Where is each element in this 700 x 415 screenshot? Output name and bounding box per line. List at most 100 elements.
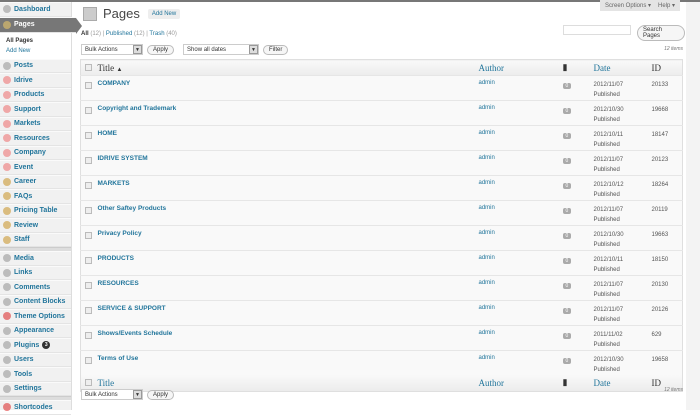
page-title-link[interactable]: HOME (97, 130, 118, 137)
sidebar-item-event[interactable]: Event (0, 160, 71, 175)
comment-count[interactable]: 0 (562, 133, 572, 139)
author-link[interactable]: admin (478, 130, 495, 136)
author-link[interactable]: admin (478, 205, 495, 211)
comment-count[interactable]: 0 (562, 233, 572, 239)
comment-count[interactable]: 0 (562, 158, 572, 164)
row-checkbox[interactable] (85, 157, 92, 164)
page-title-link[interactable]: Other Saftey Products (97, 205, 167, 212)
select-all-checkbox[interactable] (85, 379, 92, 387)
row-checkbox[interactable] (85, 107, 92, 114)
sidebar-item-pricing-table[interactable]: Pricing Table (0, 203, 71, 218)
row-checkbox[interactable] (85, 307, 92, 314)
comment-count[interactable]: 0 (562, 83, 572, 89)
comment-count[interactable]: 0 (562, 258, 572, 264)
column-author[interactable]: Author (478, 59, 563, 76)
page-title-link[interactable]: PRODUCTS (97, 255, 134, 262)
column-title[interactable]: Title (94, 375, 479, 391)
row-checkbox[interactable] (85, 332, 92, 339)
page-title-link[interactable]: Privacy Policy (97, 230, 142, 237)
sidebar-item-company[interactable]: Company (0, 145, 71, 160)
comment-count[interactable]: 0 (562, 108, 572, 114)
bulk-actions-select[interactable]: Bulk Actions ▼ (81, 44, 143, 55)
sidebar-item-resources[interactable]: Resources (0, 131, 71, 146)
screen-options-button[interactable]: Screen Options ▾ (600, 0, 657, 11)
author-link[interactable]: admin (478, 180, 495, 186)
column-comments[interactable]: ▮ (562, 59, 594, 76)
sidebar-item-shortcodes[interactable]: Shortcodes (0, 400, 71, 415)
search-input[interactable] (563, 25, 631, 35)
page-title-link[interactable]: IDRIVE SYSTEM (97, 155, 148, 162)
sidebar-item-appearance[interactable]: Appearance (0, 323, 71, 338)
column-comments[interactable]: ▮ (562, 375, 594, 391)
comment-count[interactable]: 0 (562, 308, 572, 314)
comment-count[interactable]: 0 (562, 333, 572, 339)
author-link[interactable]: admin (478, 80, 495, 86)
row-checkbox[interactable] (85, 132, 92, 139)
date-filter-select[interactable]: Show all dates ▼ (183, 44, 260, 55)
author-link[interactable]: admin (478, 105, 495, 111)
author-link[interactable]: admin (478, 230, 495, 236)
sidebar-item-settings[interactable]: Settings (0, 381, 71, 396)
comment-count[interactable]: 0 (562, 183, 572, 189)
author-link[interactable]: admin (478, 330, 495, 336)
row-checkbox[interactable] (85, 182, 92, 189)
column-date[interactable]: Date (593, 59, 652, 76)
sidebar-item-products[interactable]: Products (0, 87, 71, 102)
sidebar-item-tools[interactable]: Tools (0, 367, 71, 382)
sidebar-item-theme-options[interactable]: Theme Options (0, 309, 71, 324)
row-checkbox[interactable] (85, 282, 92, 289)
sidebar-item-career[interactable]: Career (0, 174, 71, 189)
sidebar-item-links[interactable]: Links (0, 265, 71, 280)
row-checkbox[interactable] (85, 257, 92, 264)
sidebar-item-staff[interactable]: Staff (0, 232, 71, 247)
author-link[interactable]: admin (478, 355, 495, 361)
comment-count[interactable]: 0 (562, 208, 572, 214)
help-button[interactable]: Help ▾ (653, 0, 681, 11)
sidebar-item-pages[interactable]: Pages (0, 16, 82, 34)
sidebar-item-idrive[interactable]: Idrive (0, 73, 71, 88)
search-pages-button[interactable]: Search Pages (637, 25, 685, 41)
sidebar-item-content-blocks[interactable]: Content Blocks (0, 294, 71, 309)
sidebar-item-markets[interactable]: Markets (0, 116, 71, 131)
row-checkbox[interactable] (85, 357, 92, 364)
column-author[interactable]: Author (478, 375, 563, 391)
sidebar-item-review[interactable]: Review (0, 218, 71, 233)
column-date[interactable]: Date (593, 375, 652, 391)
sidebar-item-posts[interactable]: Posts (0, 58, 71, 73)
comment-count[interactable]: 0 (562, 358, 572, 364)
page-title-link[interactable]: Shows/Events Schedule (97, 330, 173, 337)
sidebar-item-users[interactable]: Users (0, 352, 71, 367)
page-title-link[interactable]: MARKETS (97, 180, 130, 187)
sidebar-item-support[interactable]: Support (0, 102, 71, 117)
page-title-link[interactable]: SERVICE & SUPPORT (97, 305, 166, 312)
author-link[interactable]: admin (478, 255, 495, 261)
page-title-link[interactable]: RESOURCES (97, 280, 139, 287)
add-new-button[interactable]: Add New (147, 8, 181, 19)
column-title[interactable]: Title ▲ (94, 59, 479, 76)
page-title-link[interactable]: Terms of Use (97, 355, 139, 362)
sidebar-item-faqs[interactable]: FAQs (0, 189, 71, 204)
author-link[interactable]: admin (478, 305, 495, 311)
filter-trash[interactable]: Trash (149, 31, 165, 37)
apply-button[interactable]: Apply (147, 44, 175, 55)
bulk-actions-select[interactable]: Bulk Actions ▼ (81, 389, 143, 400)
apply-button[interactable]: Apply (147, 389, 175, 400)
filter-published[interactable]: Published (105, 31, 133, 37)
comment-count[interactable]: 0 (562, 283, 572, 289)
row-checkbox[interactable] (85, 207, 92, 214)
author-link[interactable]: admin (478, 155, 495, 161)
sidebar-item-comments[interactable]: Comments (0, 280, 71, 295)
row-checkbox[interactable] (85, 232, 92, 239)
submenu-item[interactable]: All Pages (6, 37, 34, 44)
row-checkbox[interactable] (85, 82, 92, 89)
filter-button[interactable]: Filter (263, 44, 289, 55)
select-all-checkbox[interactable] (85, 64, 92, 71)
sidebar-item-media[interactable]: Media (0, 251, 71, 266)
sidebar-item-plugins[interactable]: Plugins 3 (0, 338, 71, 353)
page-title-link[interactable]: Copyright and Trademark (97, 105, 177, 112)
sidebar-item-dashboard[interactable]: Dashboard (0, 2, 71, 17)
column-id[interactable]: ID (651, 59, 683, 76)
author-link[interactable]: admin (478, 280, 495, 286)
column-id[interactable]: ID (651, 375, 683, 391)
page-title-link[interactable]: COMPANY (97, 80, 131, 87)
